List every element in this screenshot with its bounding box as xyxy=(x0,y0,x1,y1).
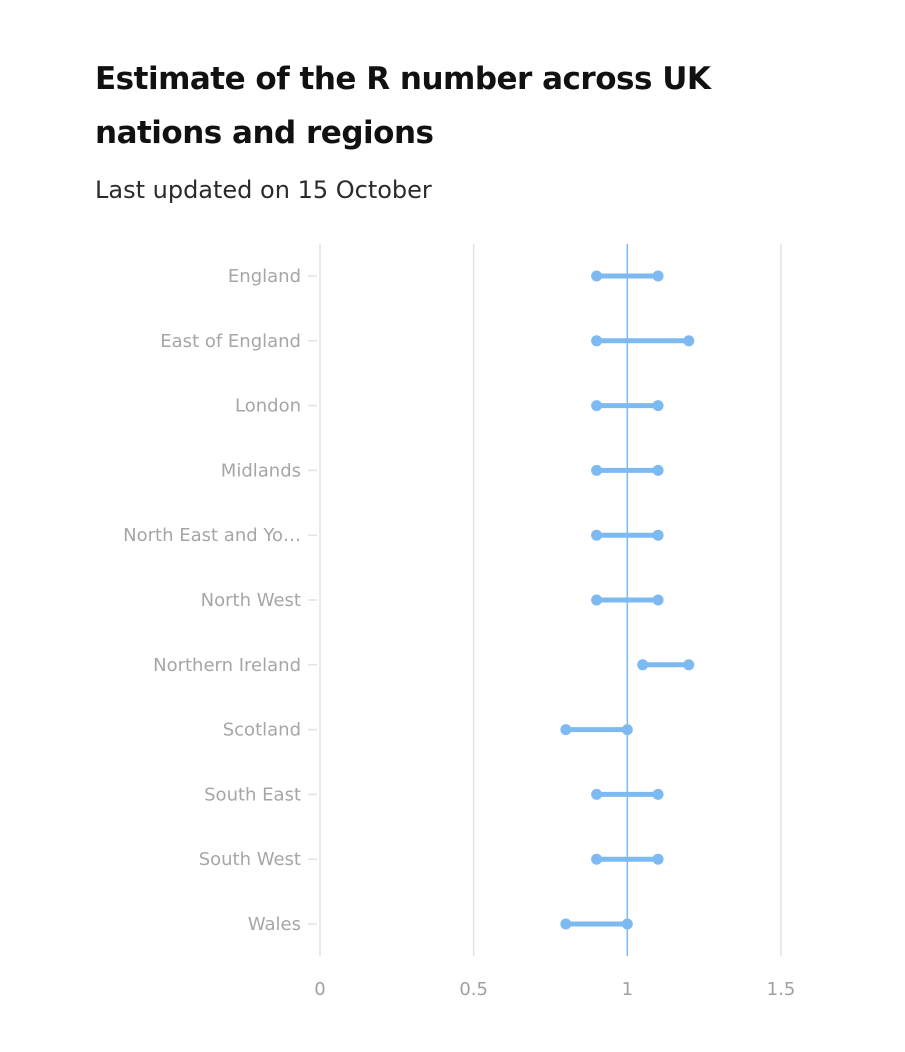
range-low-point xyxy=(591,400,603,412)
range-high-point xyxy=(652,464,664,476)
range-low-point xyxy=(591,464,603,476)
range-high-point xyxy=(621,918,633,930)
range-north-west xyxy=(591,594,664,606)
category-label: Northern Ireland xyxy=(153,655,301,676)
range-high-point xyxy=(652,594,664,606)
range-low-point xyxy=(591,529,603,541)
category-label: South West xyxy=(199,849,301,870)
range-high-point xyxy=(683,335,695,347)
range-low-point xyxy=(591,270,603,282)
range-midlands xyxy=(591,464,664,476)
range-wales xyxy=(560,918,633,930)
range-england xyxy=(591,270,664,282)
x-tick-label: 0.5 xyxy=(459,979,488,1000)
range-north-east-and-yo xyxy=(591,529,664,541)
range-northern-ireland xyxy=(637,659,695,671)
category-label: Wales xyxy=(248,914,301,935)
x-tick-label: 0 xyxy=(314,979,325,1000)
range-low-point xyxy=(591,788,603,800)
category-label: England xyxy=(228,266,301,287)
range-low-point xyxy=(591,853,603,865)
category-label: East of England xyxy=(160,331,301,352)
range-low-point xyxy=(560,724,572,736)
range-low-point xyxy=(560,918,572,930)
range-south-east xyxy=(591,788,664,800)
range-high-point xyxy=(652,853,664,865)
range-high-point xyxy=(652,529,664,541)
range-high-point xyxy=(652,270,664,282)
range-high-point xyxy=(652,788,664,800)
range-south-west xyxy=(591,853,664,865)
range-high-point xyxy=(621,724,633,736)
range-low-point xyxy=(591,335,603,347)
range-high-point xyxy=(652,400,664,412)
category-label: North East and Yo… xyxy=(123,525,301,546)
range-london xyxy=(591,400,664,412)
range-high-point xyxy=(683,659,695,671)
range-low-point xyxy=(637,659,649,671)
chart-subtitle: Last updated on 15 October xyxy=(95,176,432,204)
x-tick-label: 1.5 xyxy=(767,979,796,1000)
chart-title: Estimate of the R number across UK natio… xyxy=(95,61,711,151)
range-east-of-england xyxy=(591,335,695,347)
category-label: Midlands xyxy=(221,460,301,481)
x-tick-label: 1 xyxy=(622,979,633,1000)
category-label: North West xyxy=(201,590,301,611)
category-label: South East xyxy=(204,784,301,805)
category-label: London xyxy=(235,396,301,417)
category-label: Scotland xyxy=(223,720,301,741)
range-low-point xyxy=(591,594,603,606)
range-scotland xyxy=(560,724,633,736)
